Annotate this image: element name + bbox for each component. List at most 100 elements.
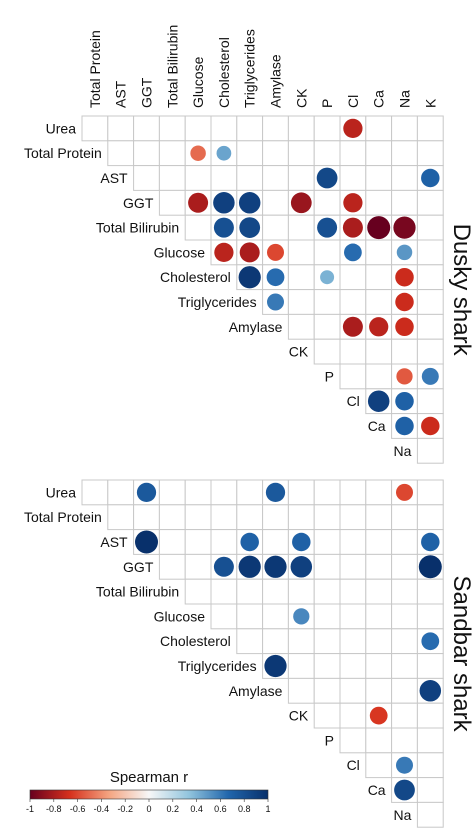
grid-cell [339, 165, 367, 191]
row-label-glucose: Glucose [154, 244, 206, 260]
grid-cell [313, 313, 341, 340]
mark-dusky-shark-total-protein-glucose [190, 145, 206, 161]
grid-cell [287, 239, 315, 266]
grid-cell [262, 628, 289, 655]
grid-cell [210, 578, 238, 605]
row-label-total-bilirubin: Total Bilirubin [96, 584, 179, 600]
row-label-ast: AST [100, 170, 128, 186]
grid-cell [365, 677, 393, 704]
mark-sandbar-shark-urea-amylase [265, 482, 286, 503]
grid-cell [236, 578, 264, 605]
mark-dusky-shark-glucose-amylase [267, 243, 284, 261]
colorbar-tick-label: 0 [146, 804, 151, 814]
grid-cell [287, 628, 315, 655]
grid-cell [210, 479, 238, 506]
grid-cell [339, 653, 367, 679]
grid-cell [365, 189, 393, 216]
grid-cell [365, 115, 393, 142]
colorbar-tick-label: -0.8 [46, 804, 62, 814]
grid-cell [287, 479, 315, 506]
grid-cell [313, 578, 341, 605]
mark-dusky-shark-cl-na [395, 391, 414, 411]
grid-cell [339, 338, 367, 365]
grid-cell [184, 479, 212, 506]
mark-dusky-shark-triglycerides-na [395, 292, 414, 312]
grid-cell [416, 653, 444, 679]
grid-cell [287, 264, 315, 291]
mark-sandbar-shark-ggt-triglycerides [238, 555, 261, 578]
grid-cell [287, 289, 315, 315]
col-label-ggt: GGT [139, 77, 155, 108]
grid-cell [339, 264, 367, 291]
grid-cell [184, 578, 212, 605]
grid-cell [416, 702, 444, 729]
grid-cell [416, 504, 444, 531]
col-label-ck: CK [293, 88, 309, 108]
grid-cell [158, 189, 186, 216]
mark-dusky-shark-total-protein-cholesterol [216, 145, 232, 161]
col-label-triglycerides: Triglycerides [242, 29, 258, 108]
col-label-total-protein: Total Protein [87, 30, 103, 108]
grid-cell [287, 504, 315, 531]
grid-cell [313, 628, 341, 655]
grid-cell [313, 239, 341, 266]
grid-cell [339, 363, 367, 390]
row-label-cholesterol: Cholesterol [160, 269, 231, 285]
grid-cell [391, 115, 418, 142]
grid-cell [365, 165, 393, 191]
grid-cell [391, 338, 418, 365]
mark-dusky-shark-ggt-cholesterol [213, 192, 235, 214]
grid-cell [262, 504, 289, 531]
grid-cell [313, 338, 341, 365]
mark-dusky-shark-amylase-na [395, 317, 414, 337]
mark-dusky-shark-total-bilirubin-cl [342, 217, 363, 238]
mark-dusky-shark-urea-cl [343, 118, 363, 139]
mark-dusky-shark-total-bilirubin-p [317, 217, 338, 238]
colorbar-tick-label: 0.2 [167, 804, 180, 814]
grid-cell [391, 628, 418, 655]
col-label-ast: AST [113, 80, 129, 108]
grid-cell [133, 140, 160, 167]
grid-cell [158, 140, 186, 167]
mark-dusky-shark-cholesterol-na [395, 267, 414, 287]
mark-dusky-shark-ca-k [421, 416, 440, 436]
mark-sandbar-shark-ggt-cholesterol [213, 556, 234, 577]
mark-dusky-shark-cholesterol-p [320, 270, 335, 285]
grid-cell [391, 702, 418, 729]
grid-cell [416, 289, 444, 315]
grid-cell [416, 189, 444, 216]
grid-cell [416, 264, 444, 291]
grid-cell [365, 479, 393, 506]
row-label-total-protein: Total Protein [24, 509, 102, 525]
row-label-cholesterol: Cholesterol [160, 633, 231, 649]
mark-dusky-shark-cholesterol-triglycerides [238, 266, 261, 289]
mark-dusky-shark-total-bilirubin-cholesterol [213, 217, 234, 238]
grid-cell [313, 504, 341, 531]
grid-cell [416, 777, 444, 803]
colorbar-tick-label: -1 [26, 804, 34, 814]
grid-cell [365, 553, 393, 580]
grid-cell [365, 578, 393, 605]
grid-cell [287, 313, 315, 340]
grid-cell [391, 653, 418, 679]
grid-cell [339, 702, 367, 729]
grid-cell [339, 289, 367, 315]
grid-cell [313, 289, 341, 315]
grid-cell [107, 479, 135, 506]
colorbar-tick-label: -0.4 [94, 804, 110, 814]
grid-cell [365, 529, 393, 555]
grid-cell [339, 628, 367, 655]
grid-cell [416, 214, 444, 241]
row-label-p: P [325, 368, 334, 384]
mark-dusky-shark-p-k [421, 367, 439, 385]
grid-cell [416, 115, 444, 142]
grid-cell [107, 504, 135, 531]
mark-dusky-shark-p-na [396, 368, 413, 385]
mark-dusky-shark-amylase-ca [369, 317, 389, 337]
grid-cell [416, 338, 444, 365]
grid-cell [391, 189, 418, 216]
grid-cell [287, 653, 315, 679]
row-label-p: P [325, 732, 334, 748]
mark-dusky-shark-total-bilirubin-triglycerides [239, 217, 261, 238]
